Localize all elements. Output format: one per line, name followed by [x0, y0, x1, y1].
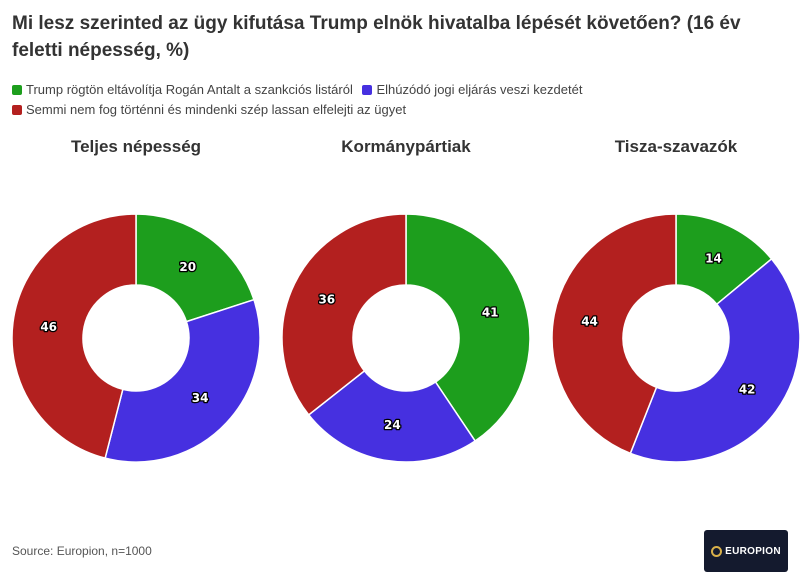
- chart-title: Mi lesz szerinted az ügy kifutása Trump …: [12, 13, 741, 61]
- logo-text: EUROPION: [725, 545, 781, 557]
- legend-label: Semmi nem fog történni és mindenki szép …: [26, 102, 407, 117]
- legend-item-remove[interactable]: Trump rögtön eltávolítja Rogán Antalt a …: [12, 80, 353, 100]
- data-label: 34: [192, 391, 209, 405]
- legend-item-legal[interactable]: Elhúzódó jogi eljárás veszi kezdetét: [362, 80, 582, 100]
- remove-slice[interactable]: [135, 213, 255, 323]
- legend-item-nothing[interactable]: Semmi nem fog történni és mindenki szép …: [12, 100, 406, 120]
- data-label: 14: [705, 251, 722, 265]
- data-label: 24: [384, 418, 401, 432]
- donut-chart-tisza: 14 42 44: [551, 213, 801, 463]
- donut-title-government: Kormánypártiak: [341, 137, 471, 156]
- data-label: 44: [581, 315, 598, 329]
- data-label: 36: [318, 293, 335, 307]
- nothing-slice[interactable]: [11, 213, 137, 460]
- donut-chart-government: 41 24 36: [281, 213, 531, 463]
- legend-label: Trump rögtön eltávolítja Rogán Antalt a …: [26, 82, 353, 97]
- donut-title-total: Teljes népesség: [70, 137, 202, 156]
- legal-slice[interactable]: [104, 298, 261, 463]
- legend-label: Elhúzódó jogi eljárás veszi kezdetét: [376, 82, 583, 97]
- legend: Trump rögtön eltávolítja Rogán Antalt a …: [12, 80, 792, 120]
- data-label: 46: [40, 320, 57, 334]
- logo-icon: [711, 545, 723, 557]
- nothing-slice[interactable]: [551, 213, 677, 455]
- europion-logo: EUROPION: [704, 530, 788, 572]
- donut-title-tisza: Tisza-szavazók: [614, 137, 738, 156]
- legend-swatch: [12, 105, 22, 115]
- data-label: 42: [739, 383, 756, 397]
- legal-slice[interactable]: [307, 369, 477, 463]
- remove-slice[interactable]: [405, 213, 531, 443]
- donut-chart-total: 20 34 46: [11, 213, 261, 463]
- data-label: 20: [179, 260, 196, 274]
- legend-swatch: [12, 85, 22, 95]
- legal-slice[interactable]: [629, 257, 801, 463]
- legend-swatch: [362, 85, 373, 95]
- data-label: 41: [482, 305, 499, 319]
- source-note: Source: Europion, n=1000: [12, 544, 152, 558]
- nothing-slice[interactable]: [281, 213, 407, 416]
